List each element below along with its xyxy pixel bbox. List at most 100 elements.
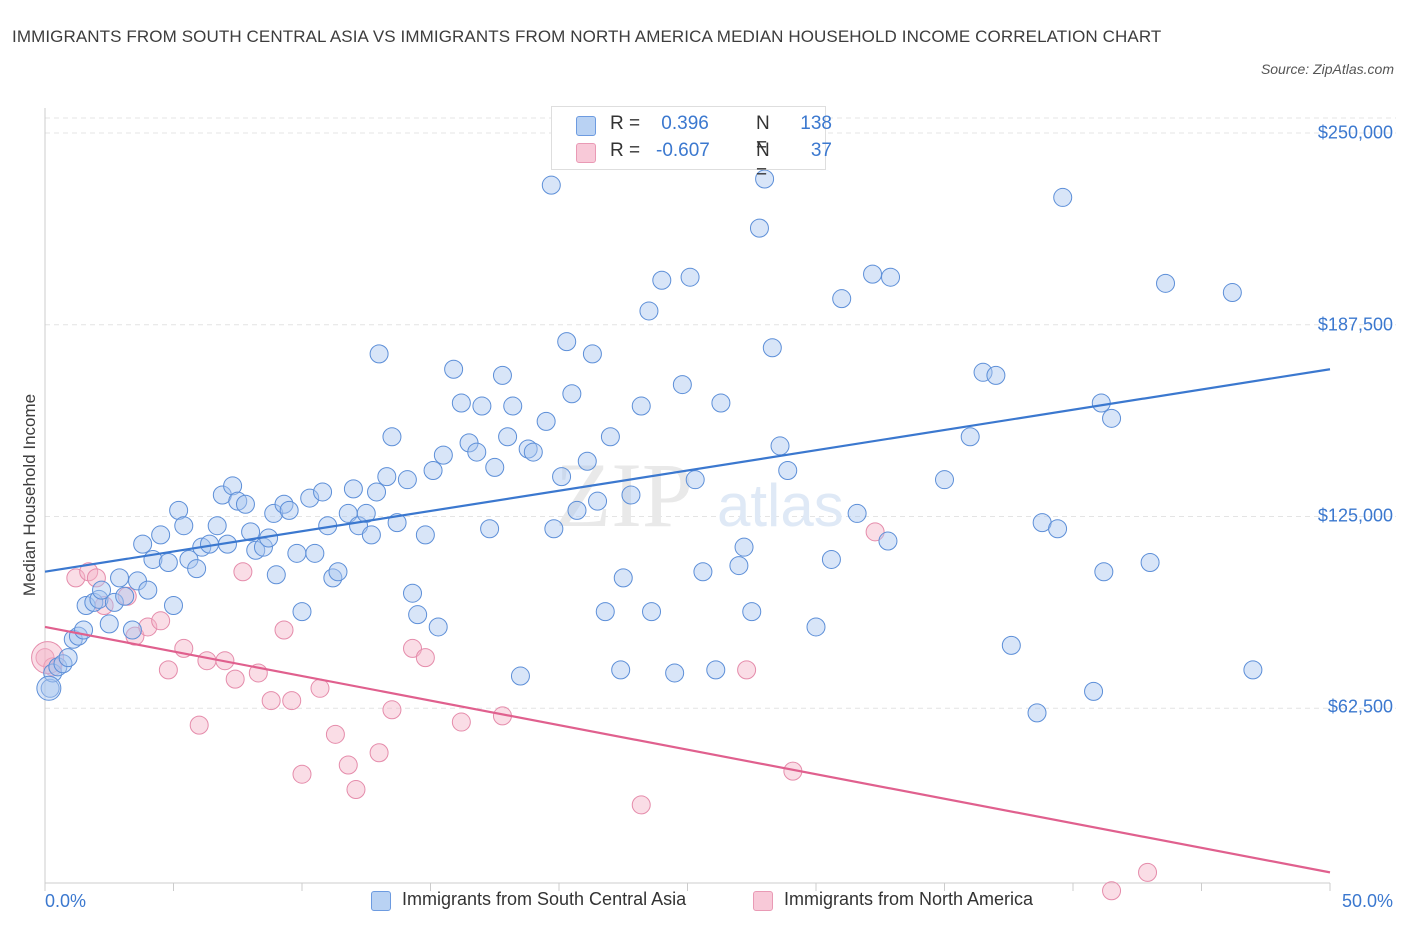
south-central-asia-point [403,583,423,603]
south-central-asia-point [1156,273,1176,293]
south-central-asia-point [305,543,325,563]
south-central-asia-point [76,595,96,615]
south-central-asia-point [711,393,731,413]
south-central-asia-point [600,427,620,447]
south-central-asia-point [274,494,294,514]
series-south-central-asia-points [36,169,1263,723]
south-central-asia-point [562,384,582,404]
x-tick-label: 0.0% [45,891,87,911]
chart-title: IMMIGRANTS FROM SOUTH CENTRAL ASIA VS IM… [12,27,1162,46]
north-america-point [1138,862,1158,882]
legend-label: Immigrants from South Central Asia [402,889,687,909]
south-central-asia-point [544,519,564,539]
south-central-asia-point [444,359,464,379]
north-america-point [1102,881,1122,901]
south-central-asia-point [1001,635,1021,655]
south-central-asia-point [480,519,500,539]
north-america-point [451,712,471,732]
south-central-asia-point [762,338,782,358]
north-america-point [865,522,885,542]
south-central-asia-point [133,534,153,554]
south-central-asia-point [1140,553,1160,573]
south-central-asia-point [1243,660,1263,680]
south-central-asia-point [863,264,883,284]
south-central-asia-point [881,267,901,287]
south-central-asia-point [1222,283,1242,303]
south-central-asia-point [423,460,443,480]
south-central-asia-point [498,427,518,447]
north-america-point [403,638,423,658]
south-central-asia-point [806,617,826,637]
south-central-asia-point [935,470,954,490]
south-central-asia-point [279,500,299,520]
south-central-asia-point [174,516,194,536]
south-central-asia-point [1094,562,1114,582]
south-central-asia-point [1091,393,1111,413]
south-central-asia-point [492,365,512,385]
south-central-asia-point [207,516,227,536]
south-central-asia-point [287,543,307,563]
north-america-point [189,715,209,735]
south-central-asia-point [557,332,577,352]
south-central-asia-point [821,549,841,569]
south-central-asia-point [552,467,572,487]
south-central-asia-point [58,648,78,668]
south-central-asia-point [328,562,348,582]
south-central-asia-point [408,605,428,625]
south-central-asia-point [878,531,898,551]
south-central-asia-point [40,678,60,698]
north-america-point [292,764,312,784]
north-america-point [310,678,330,698]
north-america-point [274,620,294,640]
south-central-asia-point [53,654,73,674]
south-central-asia-point [631,396,651,416]
south-central-asia-point [770,436,790,456]
n-value: 138 [800,113,832,134]
north-america-point [151,611,171,631]
watermark-atlas: atlas [717,472,844,539]
south-central-asia-point [151,525,171,545]
legend-swatch-blue [576,116,596,136]
south-central-asia-point [742,602,762,622]
south-central-asia-point [1053,187,1073,207]
north-america-point [631,795,651,815]
south-central-asia-point [582,344,602,364]
south-central-asia-point [397,470,417,490]
south-central-asia-point [611,660,631,680]
south-central-asia-point [485,457,505,477]
y-tick-label: $62,500 [1327,696,1393,717]
south-central-asia-point [104,592,124,612]
north-america-point [158,660,178,680]
south-central-asia-point [680,267,700,287]
n-label: N = [756,140,770,183]
r-value: 0.396 [656,113,709,134]
south-central-asia-point [973,362,993,382]
south-central-asia-point [92,580,112,600]
south-central-asia-point [187,559,207,579]
south-central-asia-point [577,451,597,471]
south-central-asia-point [755,169,775,189]
south-central-asia-point [223,476,243,496]
r-value: -0.607 [656,140,710,161]
south-central-asia-point [567,500,587,520]
south-central-asia-point [472,396,492,416]
south-central-asia-point [300,488,320,508]
south-central-asia-point [734,537,754,557]
south-central-asia-point [369,344,389,364]
north-america-point [43,657,63,677]
south-central-asia-point [361,525,381,545]
south-central-asia-point [169,500,189,520]
south-central-asia-point [367,482,387,502]
south-central-asia-point [433,445,453,465]
south-central-asia-point [706,660,726,680]
south-central-asia-point [652,270,672,290]
series-north-america-points [31,522,1158,901]
south-central-asia-point [451,393,471,413]
south-central-asia-point [960,427,980,447]
south-central-asia-point [115,586,135,606]
south-central-asia-point [518,439,538,459]
north-america-point [415,648,435,668]
north-america-point [282,691,302,711]
north-america-point [382,700,402,720]
south-central-asia-point [639,301,659,321]
